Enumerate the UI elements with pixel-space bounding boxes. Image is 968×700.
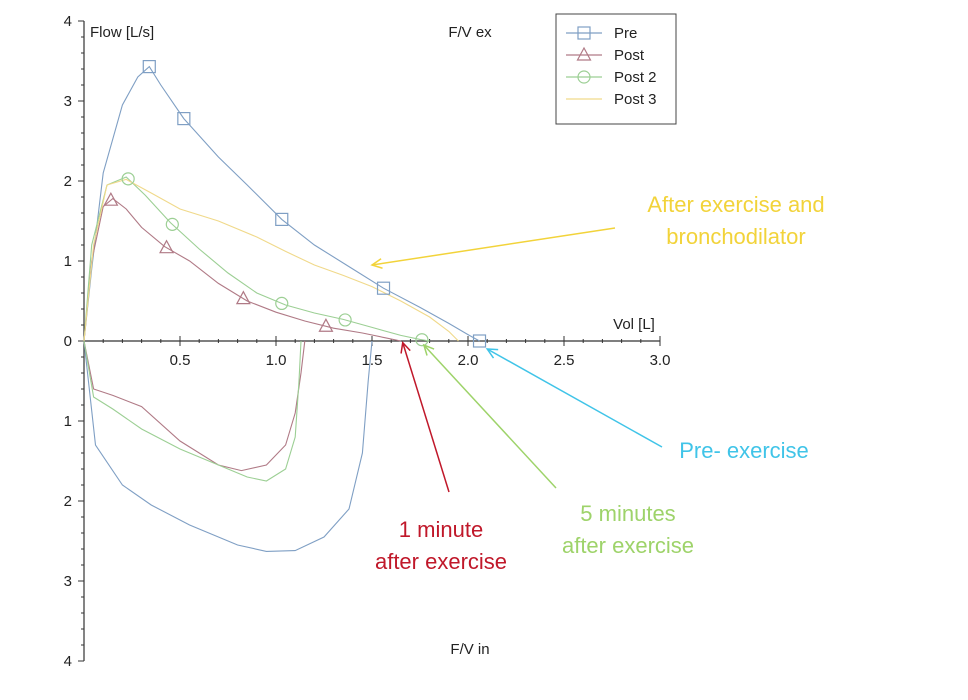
x-axis-title: Vol [L] xyxy=(613,316,655,333)
y-tick-label: 2 xyxy=(64,493,72,510)
square-marker xyxy=(376,281,391,295)
legend: Pre Post Post 2 Post 3 xyxy=(555,13,677,125)
annotation-arrow-bronch xyxy=(371,227,616,266)
annotation-arrowhead-five xyxy=(422,343,435,356)
annotation-arrow-five xyxy=(423,344,557,489)
circle-marker xyxy=(275,296,289,310)
annotation-label-pre: Pre- exercise xyxy=(679,438,809,463)
square-marker xyxy=(177,111,191,126)
y-tick-label: 2 xyxy=(64,173,72,190)
annotation-arrow-pre xyxy=(486,348,663,448)
x-tick-label: 2.5 xyxy=(554,352,575,369)
circle-marker xyxy=(165,217,179,231)
top-title: F/V ex xyxy=(448,24,492,41)
triangle-marker xyxy=(235,290,251,305)
annotation-label-bronch: After exercise and xyxy=(647,192,824,217)
square-marker xyxy=(142,59,156,74)
series-post-inspiratory-line xyxy=(83,340,306,472)
annotation-label-five: after exercise xyxy=(562,533,694,558)
square-marker xyxy=(472,334,487,348)
y-tick-label: 0 xyxy=(64,333,72,350)
bottom-title: F/V in xyxy=(450,641,489,658)
circle-marker xyxy=(415,333,429,347)
square-marker xyxy=(275,212,289,226)
legend-label: Post xyxy=(614,47,645,64)
series-post-expiratory-line xyxy=(83,197,401,342)
x-tick-label: 1.5 xyxy=(362,352,383,369)
series-pre-expiratory-line xyxy=(83,65,480,342)
annotation-label-one: after exercise xyxy=(375,549,507,574)
legend-triangle-marker xyxy=(576,46,592,61)
x-tick-label: 3.0 xyxy=(650,352,671,369)
triangle-marker xyxy=(103,191,119,206)
legend-square-marker xyxy=(577,26,591,40)
annotation-label-one: 1 minute xyxy=(399,517,483,542)
legend-label: Pre xyxy=(614,25,637,42)
series-post-2-inspiratory-line xyxy=(83,340,302,482)
series-pre-inspiratory-line xyxy=(83,340,373,552)
y-tick-label: 4 xyxy=(64,13,72,30)
y-axis-title: Flow [L/s] xyxy=(90,24,154,41)
series-post-2-expiratory-line xyxy=(83,176,430,342)
markers xyxy=(103,59,487,348)
series-post-3-expiratory-line xyxy=(83,178,459,342)
annotation-arrow-one xyxy=(402,342,450,493)
annotation-arrowhead-bronch xyxy=(370,258,383,269)
y-tick-label: 1 xyxy=(64,253,72,270)
legend-label: Post 2 xyxy=(614,69,657,86)
x-tick-label: 0.5 xyxy=(170,352,191,369)
annotation-arrowhead-pre xyxy=(485,348,499,359)
y-tick-label: 3 xyxy=(64,573,72,590)
triangle-marker xyxy=(318,318,334,332)
legend-box xyxy=(555,13,677,125)
legend-circle-marker xyxy=(577,70,591,84)
y-tick-label: 3 xyxy=(64,93,72,110)
y-tick-label: 4 xyxy=(64,653,72,670)
annotation-arrowhead-one xyxy=(400,340,411,354)
x-tick-label: 1.0 xyxy=(266,352,287,369)
circle-marker xyxy=(338,313,352,327)
circle-marker xyxy=(121,172,135,186)
axes: 4 3 2 1 0 1 2 3 4 0.5 1.0 1.5 2.0 2.5 3.0 Flow [L/s] Vol… xyxy=(64,13,671,670)
annotation-label-five: 5 minutes xyxy=(580,501,675,526)
annotation-label-bronch: bronchodilator xyxy=(666,224,805,249)
triangle-marker xyxy=(159,239,175,254)
curves xyxy=(83,65,480,552)
x-tick-label: 2.0 xyxy=(458,352,479,369)
legend-label: Post 3 xyxy=(614,91,657,108)
annotations: After exercise and bronchodilator Pre- exe… xyxy=(370,192,825,574)
y-tick-label: 1 xyxy=(64,413,72,430)
